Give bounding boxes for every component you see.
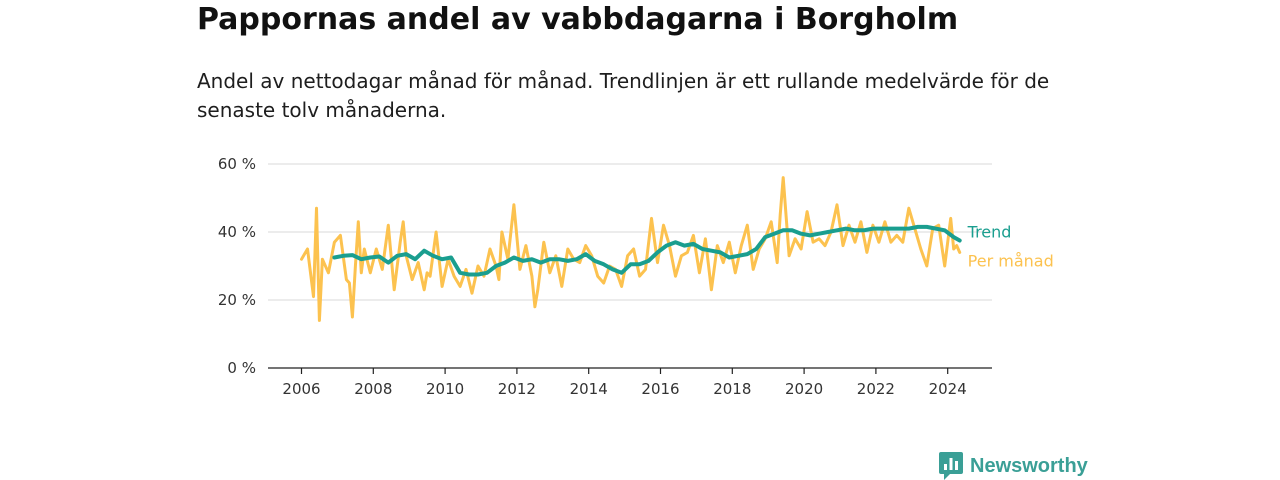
series-label: Trend — [967, 223, 1012, 242]
x-tick-label: 2010 — [426, 380, 464, 398]
x-tick-label: 2020 — [785, 380, 823, 398]
series-labels: Per månad Trend — [967, 223, 1054, 271]
series-lines — [300, 176, 962, 322]
y-tick-label: 20 % — [218, 291, 256, 309]
x-axis: 2006 2008 2010 2012 2014 2016 2018 2020 2022 2024 — [268, 367, 992, 398]
chart-subtitle: Andel av nettodagar månad för månad. Tre… — [197, 69, 1050, 122]
x-tick-label: 2018 — [713, 380, 751, 398]
series-line — [332, 224, 962, 277]
y-tick-label: 40 % — [218, 223, 256, 241]
x-tick-label: 2024 — [929, 380, 967, 398]
newsworthy-logo-icon — [939, 452, 963, 480]
series-label: Per månad — [968, 251, 1054, 270]
line-chart: 0 % 20 % 40 % 60 % 2006 2008 2010 2012 2014 2016… — [218, 155, 1054, 398]
brand-logo[interactable]: Newsworthy — [939, 452, 1088, 480]
brand-name: Newsworthy — [970, 454, 1088, 477]
y-tick-label: 0 % — [227, 359, 256, 377]
series-line — [300, 176, 962, 322]
x-tick-label: 2016 — [641, 380, 679, 398]
y-tick-label: 60 % — [218, 155, 256, 173]
chart-title: Pappornas andel av vabbdagarna i Borghol… — [197, 2, 959, 37]
x-tick-label: 2014 — [570, 380, 608, 398]
x-tick-label: 2022 — [857, 380, 895, 398]
x-tick-label: 2012 — [498, 380, 536, 398]
x-tick-label: 2006 — [282, 380, 320, 398]
y-axis-tick-labels: 0 % 20 % 40 % 60 % — [218, 155, 256, 377]
x-tick-label: 2008 — [354, 380, 392, 398]
